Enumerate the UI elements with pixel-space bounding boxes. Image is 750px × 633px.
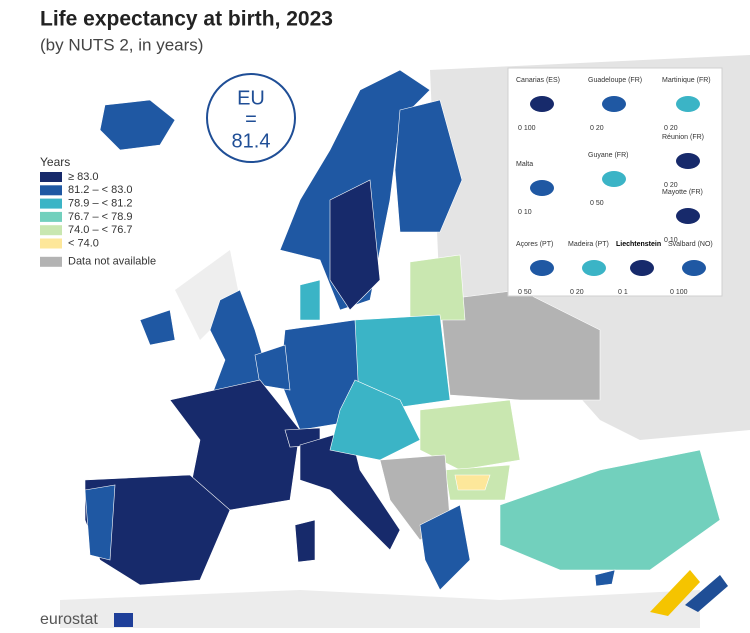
legend-label: 81.2 – < 83.0	[68, 184, 133, 196]
inset-name: Martinique (FR)	[662, 77, 711, 84]
region	[454, 474, 491, 491]
inset-name: Guyane (FR)	[588, 152, 628, 159]
legend-swatch	[40, 238, 62, 249]
inset-scale: 0 20	[590, 125, 604, 132]
legend-label: < 74.0	[68, 237, 99, 249]
inset-shape	[582, 260, 606, 276]
inset-shape	[682, 260, 706, 276]
region	[409, 254, 466, 321]
inset-shape	[530, 260, 554, 276]
inset-scale: 0 100	[670, 289, 688, 296]
land-south	[60, 590, 700, 628]
inset-scale: 0 100	[518, 125, 536, 132]
inset-scale: 0 20	[664, 125, 678, 132]
inset-name: Mayotte (FR)	[662, 189, 703, 196]
inset-scale: 0 1	[618, 289, 628, 296]
legend-swatch	[40, 256, 62, 267]
inset-name: Guadeloupe (FR)	[588, 77, 642, 84]
eu-equals: =	[245, 108, 257, 130]
inset-scale: 0 50	[518, 289, 532, 296]
legend-label: ≥ 83.0	[68, 171, 99, 183]
region	[84, 484, 116, 561]
inset-shape	[676, 153, 700, 169]
inset-shape	[530, 96, 554, 112]
legend-swatch	[40, 225, 62, 236]
legend-label: Data not available	[68, 256, 156, 268]
region	[394, 99, 463, 233]
inset-name: Açores (PT)	[516, 241, 553, 248]
inset-name: Madeira (PT)	[568, 241, 609, 248]
region	[169, 379, 301, 511]
inset-name: Malta	[516, 161, 533, 168]
legend-label: 78.9 – < 81.2	[68, 198, 133, 210]
inset-name: Réunion (FR)	[662, 134, 704, 141]
deco	[650, 570, 700, 616]
region	[594, 569, 616, 587]
inset-shape	[530, 180, 554, 196]
inset-shape	[676, 208, 700, 224]
legend-swatch	[40, 211, 62, 222]
inset-shape	[602, 171, 626, 187]
inset-shape	[630, 260, 654, 276]
region	[294, 519, 316, 563]
inset-scale: 0 20	[570, 289, 584, 296]
legend-swatch	[40, 172, 62, 182]
region	[139, 309, 176, 346]
region	[419, 399, 521, 471]
region	[329, 179, 381, 311]
region	[254, 344, 291, 391]
region	[499, 449, 721, 571]
sea-shade	[175, 250, 240, 340]
inset-shape	[602, 96, 626, 112]
deco	[685, 575, 728, 612]
subtitle: (by NUTS 2, in years)	[40, 35, 203, 54]
region	[84, 474, 231, 586]
inset-name: Canarias (ES)	[516, 77, 560, 84]
eu-flag	[114, 613, 133, 627]
inset-name: Liechtenstein	[616, 241, 661, 248]
region	[99, 99, 176, 151]
eu-value: 81.4	[232, 130, 271, 152]
legend-swatch	[40, 198, 62, 209]
inset-scale: 0 10	[518, 209, 532, 216]
legend-swatch	[40, 185, 62, 196]
title: Life expectancy at birth, 2023	[40, 8, 333, 31]
logo-text: eurostat	[40, 611, 98, 628]
inset-shape	[676, 96, 700, 112]
eu-label: EU	[237, 87, 265, 109]
region	[299, 279, 321, 321]
region	[419, 504, 471, 591]
legend-title: Years	[40, 155, 70, 169]
inset-name: Svalbard (NO)	[668, 241, 713, 248]
inset-scale: 0 50	[590, 200, 604, 207]
legend-label: 74.0 – < 76.7	[68, 224, 133, 236]
eu-badge	[206, 73, 296, 163]
inset-scale: 0 10	[664, 237, 678, 244]
legend-label: 76.7 – < 78.9	[68, 211, 133, 223]
inset-scale: 0 20	[664, 182, 678, 189]
